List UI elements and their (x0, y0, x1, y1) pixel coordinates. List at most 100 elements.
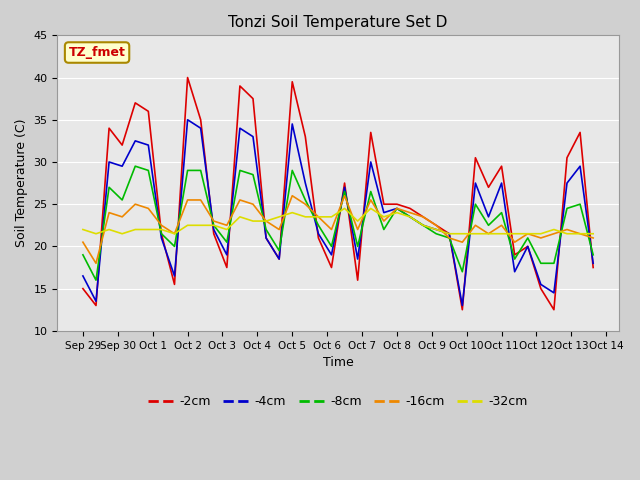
-32cm (433, 227, 440, 232)
-32cm (145, 227, 152, 232)
-2cm (458, 307, 466, 312)
-16cm (328, 227, 335, 232)
-4cm (79, 273, 87, 279)
-2cm (589, 264, 597, 270)
Line: -32cm: -32cm (83, 208, 593, 234)
-16cm (524, 231, 532, 237)
-32cm (458, 231, 466, 237)
-2cm (223, 264, 230, 270)
-8cm (236, 168, 244, 173)
X-axis label: Time: Time (323, 356, 353, 369)
-16cm (367, 197, 374, 203)
-8cm (576, 201, 584, 207)
-2cm (419, 214, 427, 220)
-4cm (301, 180, 309, 186)
-8cm (275, 248, 283, 253)
-32cm (524, 231, 532, 237)
-32cm (367, 205, 374, 211)
-4cm (354, 256, 362, 262)
-2cm (105, 125, 113, 131)
-2cm (145, 108, 152, 114)
-2cm (79, 286, 87, 291)
-4cm (340, 184, 348, 190)
-4cm (145, 142, 152, 148)
-8cm (445, 235, 453, 241)
-16cm (484, 231, 492, 237)
-32cm (340, 205, 348, 211)
-4cm (537, 281, 545, 287)
-16cm (105, 210, 113, 216)
-16cm (511, 240, 518, 245)
-32cm (118, 231, 126, 237)
-4cm (223, 252, 230, 258)
-16cm (498, 222, 506, 228)
-2cm (328, 264, 335, 270)
-2cm (484, 184, 492, 190)
-32cm (262, 218, 270, 224)
-16cm (249, 201, 257, 207)
-8cm (380, 227, 388, 232)
-4cm (380, 210, 388, 216)
-32cm (393, 210, 401, 216)
-32cm (576, 231, 584, 237)
-2cm (433, 222, 440, 228)
Line: -4cm: -4cm (83, 120, 593, 305)
-4cm (472, 180, 479, 186)
-32cm (157, 227, 165, 232)
-4cm (249, 134, 257, 140)
-2cm (236, 83, 244, 89)
-32cm (484, 231, 492, 237)
-4cm (262, 235, 270, 241)
-8cm (354, 243, 362, 249)
-4cm (563, 180, 571, 186)
-16cm (223, 222, 230, 228)
-2cm (118, 142, 126, 148)
-4cm (171, 273, 179, 279)
-4cm (275, 256, 283, 262)
-4cm (524, 243, 532, 249)
Y-axis label: Soil Temperature (C): Soil Temperature (C) (15, 119, 28, 247)
-32cm (210, 222, 218, 228)
-8cm (406, 214, 414, 220)
-4cm (484, 214, 492, 220)
-2cm (249, 96, 257, 102)
-32cm (537, 231, 545, 237)
-8cm (340, 189, 348, 194)
Title: Tonzi Soil Temperature Set D: Tonzi Soil Temperature Set D (228, 15, 448, 30)
-8cm (262, 227, 270, 232)
-8cm (157, 231, 165, 237)
-32cm (563, 231, 571, 237)
-4cm (92, 299, 100, 304)
-32cm (380, 214, 388, 220)
-16cm (445, 235, 453, 241)
-16cm (340, 193, 348, 199)
-8cm (184, 168, 191, 173)
-16cm (589, 235, 597, 241)
Line: -8cm: -8cm (83, 166, 593, 280)
-2cm (537, 286, 545, 291)
-2cm (498, 163, 506, 169)
-4cm (289, 121, 296, 127)
-2cm (406, 205, 414, 211)
-8cm (367, 189, 374, 194)
-4cm (367, 159, 374, 165)
-2cm (289, 79, 296, 84)
-2cm (367, 130, 374, 135)
-4cm (157, 235, 165, 241)
-16cm (301, 201, 309, 207)
-8cm (92, 277, 100, 283)
-16cm (406, 210, 414, 216)
-16cm (197, 197, 205, 203)
-32cm (184, 222, 191, 228)
-32cm (550, 227, 557, 232)
-8cm (433, 231, 440, 237)
-16cm (354, 227, 362, 232)
-16cm (118, 214, 126, 220)
-16cm (262, 218, 270, 224)
-8cm (249, 172, 257, 178)
-4cm (328, 252, 335, 258)
-8cm (197, 168, 205, 173)
Legend: -2cm, -4cm, -8cm, -16cm, -32cm: -2cm, -4cm, -8cm, -16cm, -32cm (143, 390, 533, 413)
-2cm (301, 134, 309, 140)
-4cm (131, 138, 139, 144)
